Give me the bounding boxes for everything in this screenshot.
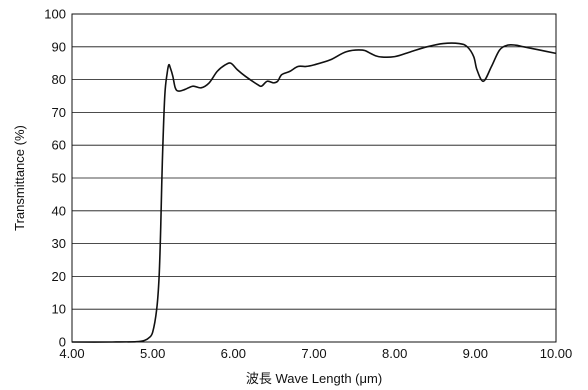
y-tick-label: 50	[52, 171, 66, 186]
y-axis-label: Transmittance (%)	[12, 125, 27, 231]
y-tick-label: 90	[52, 39, 66, 54]
y-tick-label: 70	[52, 105, 66, 120]
x-tick-label: 8.00	[382, 346, 407, 361]
x-tick-label: 4.00	[59, 346, 84, 361]
transmittance-series-line	[71, 42, 557, 343]
x-tick-label: 6.00	[221, 346, 246, 361]
y-tick-label: 0	[59, 335, 66, 350]
y-tick-label: 40	[52, 203, 66, 218]
y-tick-label: 10	[52, 302, 66, 317]
y-tick-label: 60	[52, 138, 66, 153]
x-tick-label: 5.00	[140, 346, 165, 361]
tick-labels: 0 10 20 30 40 50 60 70 80 90 100 4.00 5.00 6.00 7.00 8.…	[44, 7, 572, 362]
plot-area-frame	[71, 13, 557, 343]
y-tick-label: 20	[52, 269, 66, 284]
x-axis-label: 波長 Wave Length (μm)	[246, 371, 382, 386]
grid-lines	[72, 46, 556, 310]
x-tick-label: 7.00	[301, 346, 326, 361]
y-tick-label: 30	[52, 236, 66, 251]
x-tick-label: 10.00	[540, 346, 573, 361]
y-tick-label: 80	[52, 72, 66, 87]
y-tick-label: 100	[44, 7, 66, 22]
x-tick-label: 9.00	[463, 346, 488, 361]
